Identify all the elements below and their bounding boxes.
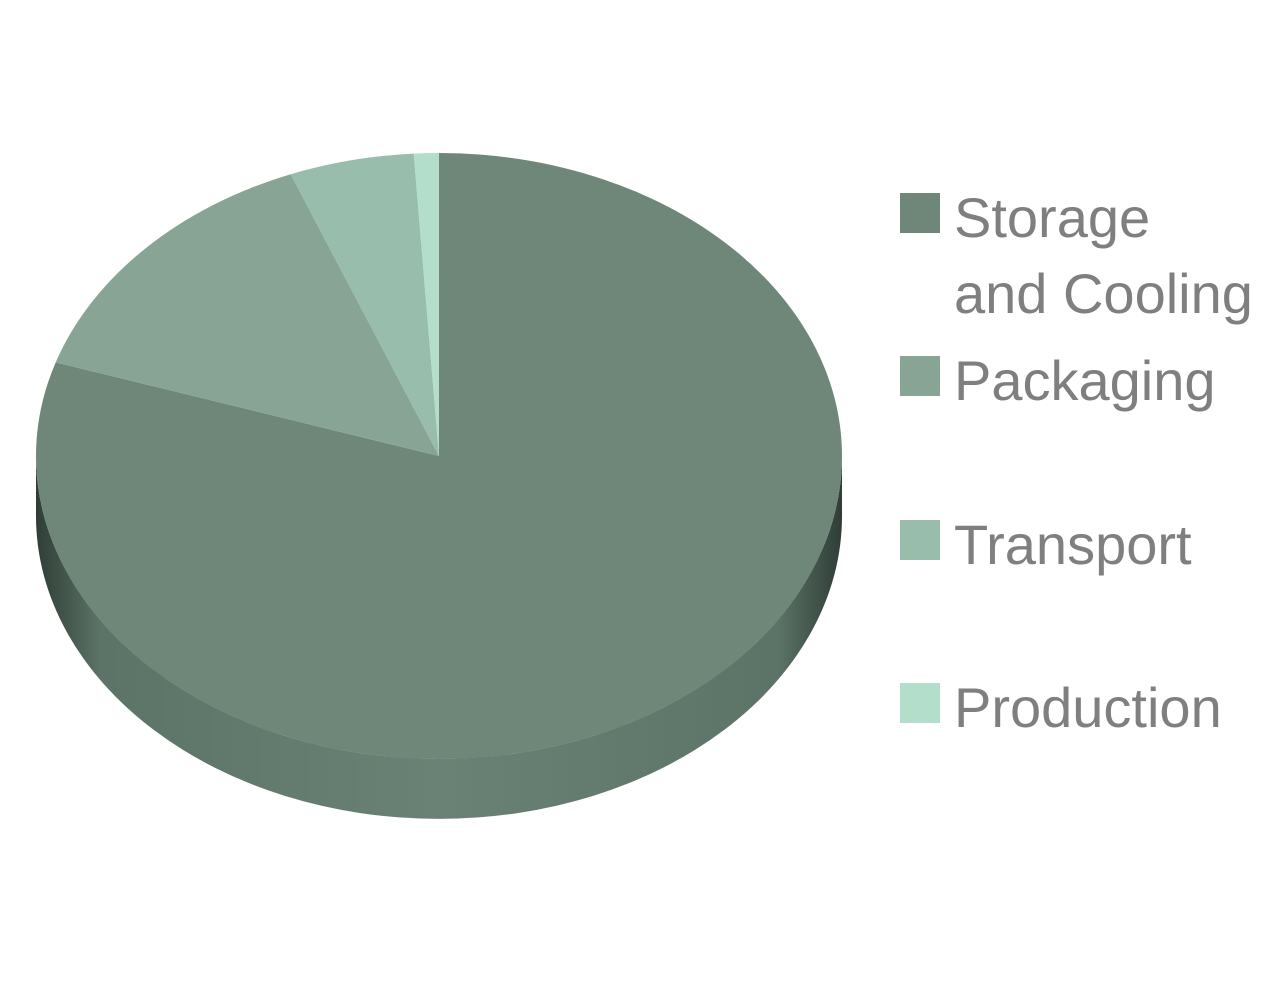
legend-item-packaging[interactable]: Packaging — [900, 343, 1254, 419]
legend-label: Storage and Cooling — [954, 186, 1253, 325]
legend-label: Packaging — [954, 349, 1216, 412]
pie-slice-packaging[interactable] — [55, 174, 439, 456]
pie-slices — [35, 153, 842, 759]
legend-swatch — [900, 683, 940, 723]
legend-item-storage-and-cooling[interactable]: Storage and Cooling — [900, 180, 1254, 332]
pie-slice-storage-and-cooling[interactable] — [35, 153, 842, 759]
pie-slice-transport[interactable] — [290, 153, 439, 456]
legend-swatch — [900, 193, 940, 233]
pie-side-wall — [36, 456, 842, 819]
legend-item-production[interactable]: Production — [900, 670, 1254, 746]
legend-label: Production — [954, 676, 1222, 739]
legend-swatch — [900, 356, 940, 396]
pie-slice-production[interactable] — [413, 153, 439, 456]
legend-item-transport[interactable]: Transport — [900, 507, 1254, 583]
legend-label: Transport — [954, 513, 1192, 576]
legend-swatch — [900, 520, 940, 560]
pie-side-wall-shape — [36, 456, 842, 819]
